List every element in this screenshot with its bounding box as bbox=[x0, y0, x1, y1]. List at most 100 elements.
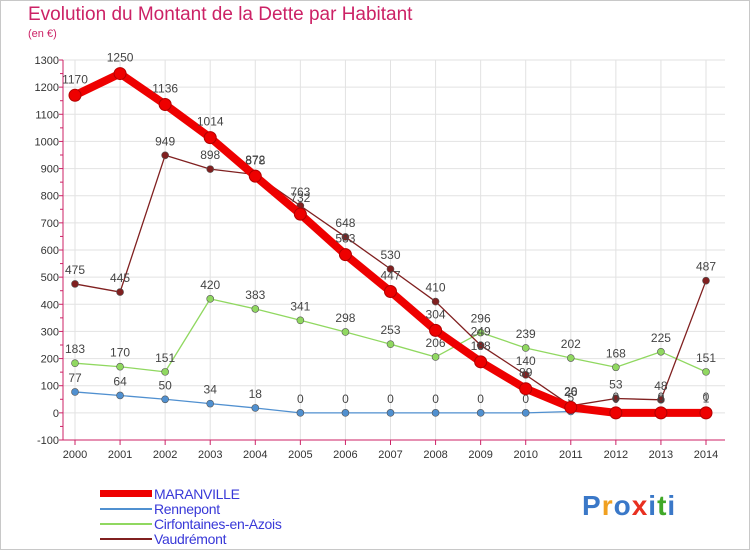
data-label: 410 bbox=[426, 281, 446, 295]
data-label: 878 bbox=[245, 154, 265, 168]
x-tick-label: 2011 bbox=[559, 449, 583, 461]
data-point bbox=[161, 368, 169, 376]
brand-letter: i bbox=[667, 490, 677, 521]
data-point bbox=[521, 409, 530, 417]
data-label: 298 bbox=[335, 311, 355, 325]
x-tick-label: 2014 bbox=[694, 449, 718, 461]
data-label: 225 bbox=[651, 331, 671, 345]
data-label: 53 bbox=[609, 377, 623, 391]
data-point bbox=[251, 404, 260, 412]
x-tick-label: 2002 bbox=[153, 449, 177, 461]
data-point bbox=[519, 382, 533, 396]
data-label: 170 bbox=[110, 346, 130, 360]
data-point bbox=[474, 355, 488, 369]
data-label: 206 bbox=[426, 336, 446, 350]
data-label: 151 bbox=[155, 351, 175, 365]
data-point bbox=[657, 347, 665, 356]
data-point bbox=[206, 165, 215, 173]
data-point bbox=[612, 394, 620, 403]
x-tick-label: 2008 bbox=[423, 449, 447, 461]
data-point bbox=[564, 400, 578, 414]
data-label: 0 bbox=[342, 392, 349, 406]
data-point bbox=[476, 328, 485, 337]
data-label: 64 bbox=[113, 374, 127, 388]
data-label: 183 bbox=[65, 342, 85, 356]
data-label: 0 bbox=[477, 392, 484, 406]
data-point bbox=[341, 328, 350, 336]
legend-item-maranville: MARANVILLE bbox=[100, 485, 282, 502]
data-point bbox=[161, 151, 169, 160]
data-label: 253 bbox=[380, 323, 400, 337]
data-point bbox=[612, 363, 620, 372]
data-label: 168 bbox=[606, 346, 626, 360]
y-tick-label: 1300 bbox=[35, 55, 59, 67]
x-tick-label: 2009 bbox=[468, 449, 492, 461]
chart-legend: MARANVILLE Rennepont Cirfontaines-en-Azo… bbox=[100, 485, 282, 547]
data-point bbox=[657, 396, 665, 404]
brand-letter: o bbox=[613, 490, 632, 521]
data-point bbox=[71, 388, 79, 396]
brand-letter: r bbox=[601, 490, 614, 521]
data-label: 0 bbox=[613, 390, 620, 404]
data-point bbox=[341, 409, 350, 417]
data-point bbox=[429, 323, 443, 337]
y-tick-label: 400 bbox=[41, 299, 59, 311]
data-point bbox=[116, 288, 124, 296]
legend-label: MARANVILLE bbox=[154, 485, 240, 502]
y-tick-label: 1000 bbox=[35, 136, 59, 148]
y-tick-label: 300 bbox=[41, 326, 59, 338]
data-point bbox=[431, 353, 440, 361]
legend-swatch bbox=[100, 522, 152, 525]
data-point bbox=[251, 305, 260, 313]
y-tick-label: 1100 bbox=[35, 109, 59, 121]
data-label: 0 bbox=[613, 392, 620, 406]
data-label: 0 bbox=[387, 392, 394, 406]
data-label: 648 bbox=[335, 216, 355, 230]
data-label: 77 bbox=[68, 371, 82, 385]
x-tick-label: 2004 bbox=[243, 449, 267, 461]
x-tick-label: 2007 bbox=[378, 449, 402, 461]
data-label: 151 bbox=[696, 351, 716, 365]
legend-item-cirfontaines: Cirfontaines-en-Azois bbox=[100, 516, 282, 532]
data-point bbox=[476, 409, 485, 417]
data-point bbox=[476, 341, 485, 350]
data-label: 296 bbox=[471, 312, 491, 326]
data-label: 872 bbox=[245, 153, 265, 167]
data-label: 763 bbox=[290, 185, 310, 199]
data-label: 50 bbox=[158, 378, 172, 392]
x-tick-label: 2000 bbox=[63, 449, 87, 461]
data-point bbox=[203, 131, 217, 145]
y-tick-label: 700 bbox=[41, 218, 59, 230]
data-label: 383 bbox=[245, 288, 265, 302]
data-point bbox=[386, 265, 395, 273]
data-label: 304 bbox=[426, 307, 446, 321]
legend-swatch bbox=[100, 490, 152, 497]
data-label: 89 bbox=[519, 366, 533, 380]
x-tick-label: 2003 bbox=[198, 449, 222, 461]
y-tick-label: 100 bbox=[41, 381, 59, 393]
data-point bbox=[431, 409, 440, 417]
data-point bbox=[431, 297, 440, 306]
data-point bbox=[566, 354, 575, 362]
data-label: 20 bbox=[564, 384, 578, 398]
data-label: 583 bbox=[335, 232, 355, 246]
data-point bbox=[341, 233, 350, 241]
data-point bbox=[113, 67, 127, 81]
brand-letter: t bbox=[657, 490, 668, 521]
data-label: 341 bbox=[290, 299, 310, 313]
data-label: 239 bbox=[516, 327, 536, 341]
brand-logo: Proxiti bbox=[582, 490, 676, 522]
data-point bbox=[206, 295, 215, 303]
data-label: 898 bbox=[200, 148, 220, 162]
data-label: 0 bbox=[432, 392, 439, 406]
brand-letter: i bbox=[648, 490, 658, 521]
data-label: 949 bbox=[155, 134, 175, 148]
data-label: 249 bbox=[471, 324, 491, 338]
x-tick-label: 2010 bbox=[513, 449, 537, 461]
data-point bbox=[702, 276, 710, 285]
y-tick-label: -100 bbox=[37, 435, 59, 447]
data-label: 18 bbox=[249, 387, 263, 401]
y-tick-label: 0 bbox=[53, 408, 59, 420]
legend-swatch bbox=[100, 537, 152, 540]
